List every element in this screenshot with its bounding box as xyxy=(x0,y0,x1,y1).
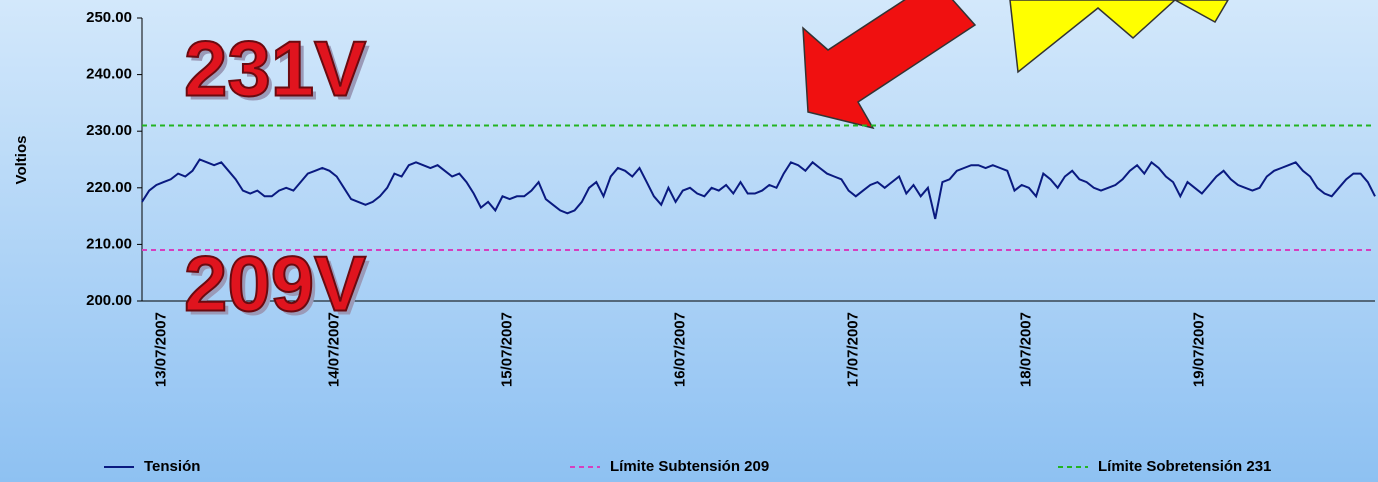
x-tick-label: 17/07/2007 xyxy=(845,312,862,387)
y-tick-label: 210.00 xyxy=(86,235,132,252)
annotation-shadow: 231V xyxy=(188,29,370,117)
annotation: 231V xyxy=(184,25,366,113)
y-tick-label: 240.00 xyxy=(86,66,132,83)
x-tick-label: 14/07/2007 xyxy=(325,312,342,387)
y-axis-label: Voltios xyxy=(13,136,30,185)
arrow xyxy=(802,0,977,130)
x-tick-label: 16/07/2007 xyxy=(672,312,689,387)
annotation-shadow: 209V xyxy=(188,244,370,332)
legend-label: Límite Subtensión 209 xyxy=(610,458,769,475)
x-tick-label: 18/07/2007 xyxy=(1018,312,1035,387)
legend-label: Límite Sobretensión 231 xyxy=(1098,458,1271,475)
y-tick-label: 230.00 xyxy=(86,122,132,139)
y-tick-label: 250.00 xyxy=(86,9,132,26)
series-line xyxy=(141,158,1376,220)
annotation: 209V xyxy=(184,240,366,328)
starburst xyxy=(1009,0,1229,74)
y-tick-label: 200.00 xyxy=(86,292,132,309)
legend-label: Tensión xyxy=(144,458,200,475)
x-tick-label: 19/07/2007 xyxy=(1191,312,1208,387)
y-tick-label: 220.00 xyxy=(86,179,132,196)
x-tick-label: 13/07/2007 xyxy=(152,312,169,387)
x-tick-label: 15/07/2007 xyxy=(498,312,515,387)
